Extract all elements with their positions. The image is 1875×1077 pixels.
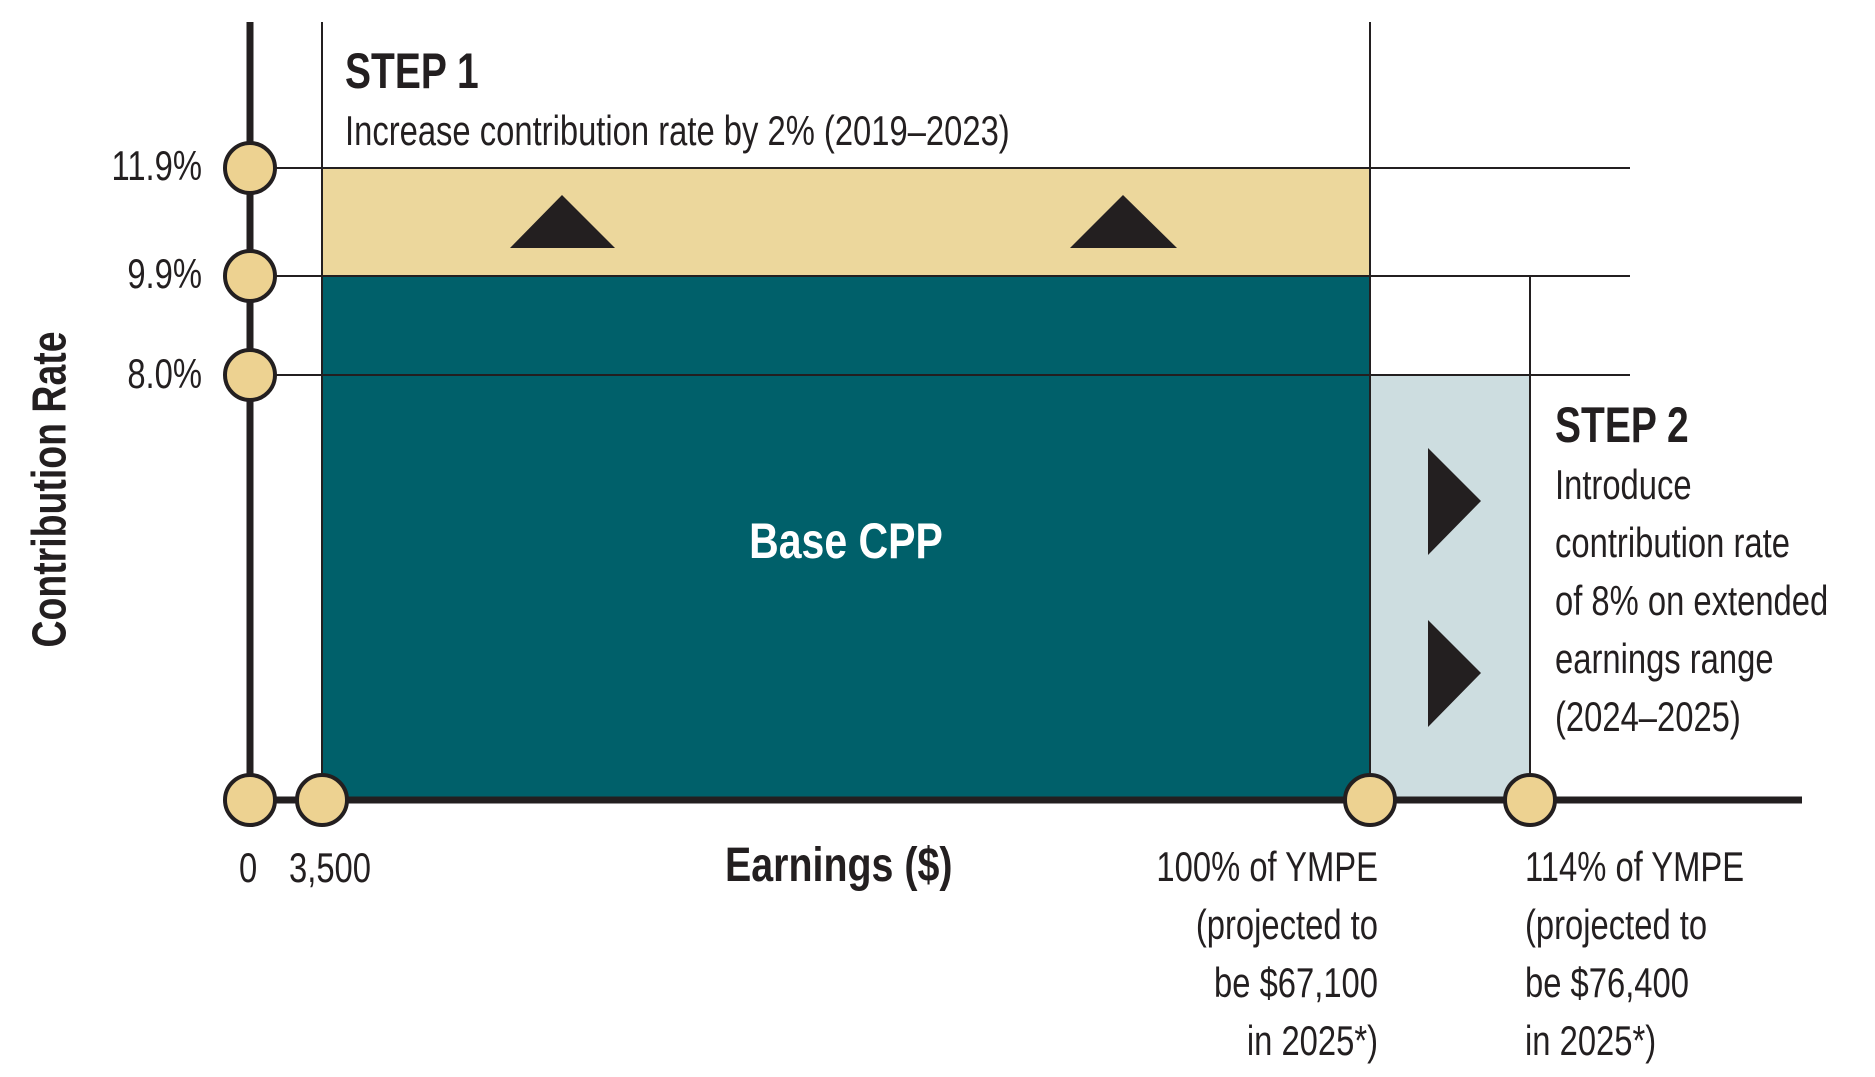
base-cpp-block [322,276,1370,800]
step2-line: of 8% on extended [1555,577,1829,624]
step2-title: STEP 2 [1555,397,1689,453]
y-tick-9-9: 9.9% [127,250,202,297]
triangle-up-icon [510,195,615,248]
ympe-100-line: in 2025*) [1246,1017,1378,1064]
triangle-right-icon [1428,620,1481,727]
marker-114-ympe [1503,773,1557,827]
marker-9-9 [223,249,277,303]
x-tick-3500: 3,500 [289,844,371,891]
step2-line: earnings range [1555,635,1774,682]
marker-8-0 [223,348,277,402]
ympe-100-line: 100% of YMPE [1156,843,1378,890]
x-axis-title: Earnings ($) [725,839,953,892]
ympe-100-line: be $67,100 [1214,959,1378,1006]
marker-origin [223,773,277,827]
triangle-up-icon [1070,195,1177,248]
base-cpp-label: Base CPP [749,513,943,569]
triangle-right-icon [1428,448,1481,555]
ympe-100-line: (projected to [1195,901,1378,948]
y-tick-11-9: 11.9% [111,142,202,189]
step2-line: (2024–2025) [1555,693,1741,740]
marker-100-ympe [1343,773,1397,827]
ympe-114-line: in 2025*) [1525,1017,1657,1064]
step2-description: Introduce contribution rate of 8% on ext… [1555,456,1828,746]
ympe-114-line: 114% of YMPE [1525,843,1745,890]
ympe-100-label: 100% of YMPE (projected to be $67,100 in… [1114,838,1378,1070]
ympe-114-line: (projected to [1525,901,1708,948]
x-tick-0: 0 [239,844,258,891]
y-tick-8-0: 8.0% [127,350,202,397]
ympe-114-label: 114% of YMPE (projected to be $76,400 in… [1525,838,1744,1070]
step2-band [1370,375,1530,800]
step1-title: STEP 1 [345,43,479,99]
y-axis-title: Contribution Rate [23,331,77,648]
step2-line: Introduce [1555,461,1692,508]
marker-11-9 [223,141,277,195]
step1-description: Increase contribution rate by 2% (2019–2… [345,107,1010,154]
ympe-114-line: be $76,400 [1525,959,1689,1006]
marker-3500 [295,773,349,827]
step1-band [322,168,1370,276]
step2-line: contribution rate [1555,519,1790,566]
